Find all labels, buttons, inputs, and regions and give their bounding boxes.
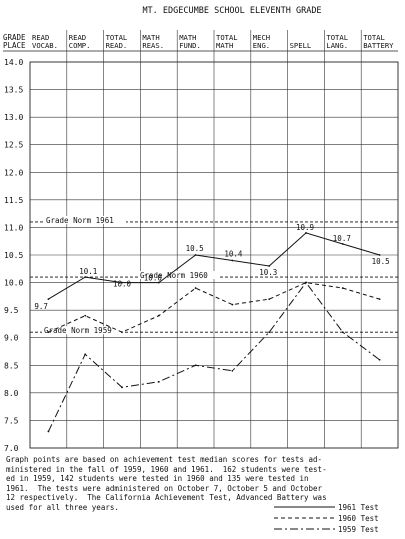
data-point xyxy=(121,281,123,284)
column-header-line-2: FUND. xyxy=(179,41,201,50)
column-header-line-1: TOTAL xyxy=(326,33,348,42)
y-tick-label: 11.0 xyxy=(4,223,23,232)
y-tick-label: 12.0 xyxy=(4,168,23,177)
column-header-line-2: VOCAB. xyxy=(32,41,58,50)
data-point xyxy=(47,331,50,334)
grade-norm-label: Grade Norm 1961 xyxy=(46,216,114,225)
series-lines xyxy=(47,232,381,433)
column-header-line-1: MATH xyxy=(179,33,196,42)
y-tick-label: 8.0 xyxy=(4,389,19,398)
data-label: 10.1 xyxy=(79,267,97,276)
data-point xyxy=(157,314,160,317)
y-axis-label-line-1: GRADE xyxy=(3,33,26,42)
column-header-line-2: REAS. xyxy=(142,41,164,50)
data-label: 10.7 xyxy=(333,234,351,243)
y-tick-labels: 14.0 13.5 13.0 12.5 12.0 11.5 11.0 10.5 10.0 9.5 9… xyxy=(4,58,23,453)
data-point xyxy=(305,281,307,284)
data-point xyxy=(194,287,197,289)
data-point xyxy=(194,254,197,256)
y-tick-label: 10.0 xyxy=(4,279,23,288)
caption-note: Graph points are based on achievement te… xyxy=(6,455,327,512)
y-tick-label: 9.5 xyxy=(4,306,19,315)
data-label: 10.9 xyxy=(296,223,314,232)
series-line-solid xyxy=(48,232,380,300)
data-point xyxy=(84,353,87,356)
grade-norm-label-bg xyxy=(138,271,220,280)
grade-norm-lines: Grade Norm 1961 Grade Norm 1960 Grade Norm… xyxy=(30,215,398,335)
y-tick-label: 9.0 xyxy=(4,334,19,343)
series-line-dashed xyxy=(48,282,380,333)
column-headers: READVOCAB.READCOMP.TOTALREAD.MATHREAS.MA… xyxy=(32,33,394,50)
column-header-line-1: TOTAL xyxy=(216,33,238,42)
data-point xyxy=(47,430,50,433)
y-tick-label: 13.0 xyxy=(4,113,23,122)
legend-label: 1961 Test xyxy=(338,503,379,512)
data-point xyxy=(378,254,381,256)
column-header-line-2: COMP. xyxy=(69,41,91,50)
legend-label: 1960 Test xyxy=(338,514,379,523)
data-point xyxy=(194,364,197,367)
data-point xyxy=(305,232,307,234)
legend-label: 1959 Test xyxy=(338,525,379,534)
data-point xyxy=(121,331,123,334)
y-tick-label: 12.5 xyxy=(4,141,23,150)
column-header-line-1: TOTAL xyxy=(106,33,128,42)
grid xyxy=(3,30,399,449)
data-point xyxy=(47,298,50,301)
column-header-line-2: READ. xyxy=(106,41,128,50)
column-header-line-1: READ xyxy=(69,33,86,42)
data-label: 10.3 xyxy=(259,268,277,277)
data-point xyxy=(268,331,271,334)
y-tick-label: 7.5 xyxy=(4,416,19,425)
y-tick-label: 10.5 xyxy=(4,251,23,260)
data-label: 10.5 xyxy=(186,244,204,253)
data-point xyxy=(84,314,87,317)
column-header-line-2: BATTERY xyxy=(363,41,394,50)
data-point xyxy=(157,281,160,284)
column-header-line-2: ENG. xyxy=(253,41,270,50)
data-label: 10.5 xyxy=(372,257,390,266)
data-point xyxy=(121,386,123,389)
chart-title: MT. EDGECUMBE SCHOOL ELEVENTH GRADE xyxy=(142,6,321,16)
grade-norm-label-bg xyxy=(44,215,126,224)
data-point xyxy=(341,287,344,289)
data-point xyxy=(157,380,160,383)
legend: 1961 Test 1960 Test 1959 Test xyxy=(274,503,379,534)
column-header-line-1: MATH xyxy=(142,33,159,42)
y-tick-label: 14.0 xyxy=(4,58,23,67)
data-point xyxy=(378,358,381,361)
data-point xyxy=(84,276,87,278)
data-label: 9.7 xyxy=(34,302,48,311)
data-label: 10.0 xyxy=(113,280,132,289)
column-header-line-1: TOTAL xyxy=(363,33,385,42)
data-point xyxy=(231,259,234,262)
data-point xyxy=(341,243,344,245)
data-point xyxy=(341,331,344,334)
grade-norm-label: Grade Norm 1959 xyxy=(44,326,112,335)
data-label: 10.4 xyxy=(224,250,243,259)
y-tick-label: 8.5 xyxy=(4,361,19,370)
column-header-line-1: MECH xyxy=(253,33,270,42)
grade-norm-label-bg xyxy=(42,326,124,335)
column-header-line-2: MATH xyxy=(216,41,233,50)
data-point xyxy=(268,265,271,267)
y-tick-label: 7.0 xyxy=(4,444,19,453)
column-header-line-1: READ xyxy=(32,33,49,42)
data-point xyxy=(231,303,234,306)
series-line-dashdot xyxy=(47,281,380,432)
data-point xyxy=(378,298,381,301)
column-header-line-2: SPELL xyxy=(290,41,312,50)
y-axis-label-line-2: PLACE xyxy=(3,41,26,50)
data-labels: 9.7 10.1 10.0 10.0 10.5 10.4 10.3 10.9 10.7 10.5 xyxy=(34,223,389,311)
y-tick-label: 11.5 xyxy=(4,196,23,205)
data-point xyxy=(231,369,234,372)
grade-norm-label: Grade Norm 1960 xyxy=(140,271,208,280)
data-label: 10.0 xyxy=(144,274,163,283)
column-header-line-2: LANG. xyxy=(326,41,348,50)
y-tick-label: 13.5 xyxy=(4,86,23,95)
data-point xyxy=(268,298,271,301)
